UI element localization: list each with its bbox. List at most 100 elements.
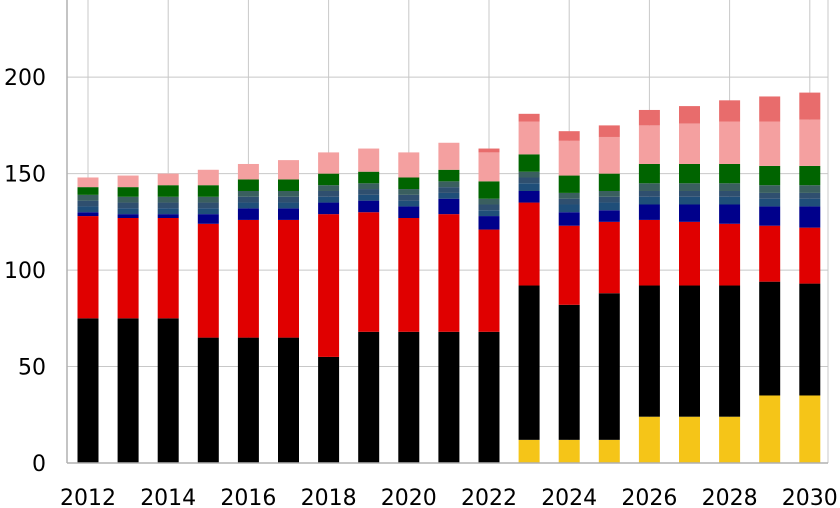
bar-segment: [719, 416, 741, 463]
bar-segment: [799, 92, 821, 120]
bar-segment: [278, 202, 299, 209]
bar-segment: [719, 183, 741, 191]
bar-segment: [478, 204, 500, 211]
bar-segment: [719, 121, 741, 164]
bar-segment: [719, 100, 741, 122]
bar-segment: [278, 179, 299, 191]
bar-segment: [157, 214, 179, 218]
bar-segment: [558, 212, 580, 226]
bar-segment: [278, 190, 299, 197]
bar-segment: [197, 202, 219, 209]
bar-segment: [478, 216, 500, 230]
bar-segment: [518, 439, 540, 463]
bar-segment: [197, 337, 219, 463]
bar-segment: [398, 177, 420, 190]
bar-segment: [438, 169, 460, 182]
bar-segment: [157, 202, 179, 209]
bar-segment: [197, 223, 219, 338]
bar-segment: [117, 318, 139, 463]
bar-segment: [77, 187, 99, 195]
bar-segment: [278, 337, 299, 463]
bar-segment: [558, 204, 580, 213]
bar-segment: [558, 225, 580, 305]
bar-segment: [518, 183, 540, 191]
bar-segment: [237, 208, 259, 220]
bar-segment: [679, 123, 700, 164]
bar-segment: [117, 202, 139, 209]
bar-segment: [237, 163, 259, 180]
bar-segment: [278, 219, 299, 338]
y-tick-label: 200: [4, 66, 46, 91]
bar-segment: [237, 196, 259, 203]
bar-segment: [197, 208, 219, 215]
bar-segment: [679, 204, 700, 222]
bar-segment: [438, 331, 460, 463]
bar-segment: [77, 206, 99, 213]
bar-segment: [318, 196, 340, 203]
bar-segment: [518, 202, 540, 286]
bar-segment: [679, 285, 700, 417]
bar-segment: [558, 131, 580, 141]
bar-segment: [358, 183, 380, 190]
x-tick-label: 2030: [782, 486, 838, 508]
bar-segment: [478, 198, 500, 205]
bar-segment: [237, 337, 259, 463]
bar-segment: [438, 198, 460, 215]
bar-segment: [638, 125, 660, 164]
bar-segment: [438, 214, 460, 332]
bar-segment: [598, 439, 620, 463]
y-tick-label: 150: [4, 163, 46, 188]
bar-segment: [799, 206, 821, 228]
bar-segment: [117, 218, 139, 319]
bar-segment: [318, 214, 340, 357]
bar-segment: [398, 331, 420, 463]
bar-segment: [77, 194, 99, 201]
bar-segment: [157, 208, 179, 215]
bar-segment: [719, 163, 741, 184]
bar-segment: [438, 187, 460, 193]
bar-segment: [157, 173, 179, 186]
x-tick-label: 2026: [621, 486, 677, 508]
bar-segment: [237, 190, 259, 197]
bar-segment: [157, 185, 179, 197]
bar-segment: [598, 173, 620, 191]
bar-segment: [77, 212, 99, 217]
bar-segment: [478, 210, 500, 217]
bar-segment: [358, 200, 380, 213]
bar-segment: [679, 221, 700, 286]
bar-segment: [759, 165, 781, 186]
bar-segment: [799, 165, 821, 186]
bar-segment: [518, 177, 540, 184]
bar-segment: [719, 285, 741, 417]
bar-segment: [759, 395, 781, 463]
bar-segment: [719, 204, 741, 224]
bar-segment: [558, 304, 580, 440]
bar-segment: [278, 196, 299, 203]
bar-segment: [197, 214, 219, 224]
bar-segment: [598, 190, 620, 197]
bar-segment: [358, 331, 380, 463]
bar-segment: [518, 190, 540, 203]
bar-segment: [358, 194, 380, 201]
bar-segment: [679, 183, 700, 191]
bar-segment: [799, 119, 821, 166]
bar-segment: [598, 196, 620, 203]
bar-segment: [478, 331, 500, 463]
bar-segment: [598, 221, 620, 294]
x-tick-label: 2012: [60, 486, 116, 508]
bar-segment: [799, 185, 821, 193]
bar-segment: [197, 169, 219, 186]
bar-segment: [237, 219, 259, 338]
x-tick-label: 2018: [301, 486, 357, 508]
bar-segment: [398, 218, 420, 332]
bar-segment: [278, 208, 299, 220]
bar-segment: [77, 200, 99, 207]
bar-segment: [598, 136, 620, 174]
bar-segment: [679, 163, 700, 184]
y-tick-label: 0: [32, 452, 46, 477]
bar-segment: [478, 148, 500, 153]
bar-segment: [358, 148, 380, 172]
bar-segment: [759, 96, 781, 122]
bar-segment: [638, 196, 660, 205]
